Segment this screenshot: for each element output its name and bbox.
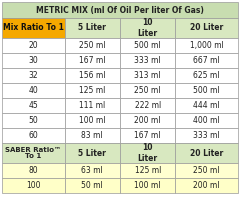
Text: 32: 32 [29, 71, 38, 80]
Bar [2, 18, 65, 38]
Bar [65, 83, 120, 98]
Bar [2, 113, 65, 128]
Text: 100 ml: 100 ml [79, 116, 106, 125]
Bar [65, 68, 120, 83]
Text: SABER Ratio™
To 1: SABER Ratio™ To 1 [5, 147, 61, 160]
Text: 50: 50 [28, 116, 38, 125]
Text: 30: 30 [28, 56, 38, 65]
Text: 10
Liter: 10 Liter [138, 18, 158, 38]
Bar [2, 178, 65, 193]
Text: 444 ml: 444 ml [193, 101, 220, 110]
Text: 200 ml: 200 ml [134, 116, 161, 125]
Bar [65, 143, 120, 163]
Bar [175, 98, 238, 113]
Text: 667 ml: 667 ml [193, 56, 220, 65]
Bar [175, 128, 238, 143]
Bar [65, 113, 120, 128]
Bar [2, 163, 65, 178]
Bar [120, 53, 175, 68]
Text: 167 ml: 167 ml [79, 56, 106, 65]
Bar [120, 163, 175, 178]
Text: 333 ml: 333 ml [134, 56, 161, 65]
Text: 40: 40 [28, 86, 38, 95]
Bar [2, 2, 238, 18]
Bar [175, 38, 238, 53]
Bar [120, 178, 175, 193]
Text: 125 ml: 125 ml [135, 166, 161, 175]
Bar [175, 18, 238, 38]
Text: 80: 80 [29, 166, 38, 175]
Text: 250 ml: 250 ml [193, 166, 220, 175]
Bar [2, 68, 65, 83]
Bar [2, 38, 65, 53]
Text: 250 ml: 250 ml [79, 41, 106, 50]
Bar [175, 163, 238, 178]
Bar [175, 178, 238, 193]
Text: 20: 20 [29, 41, 38, 50]
Text: 100: 100 [26, 181, 41, 190]
Bar [120, 98, 175, 113]
Bar [175, 113, 238, 128]
Bar [65, 178, 120, 193]
Text: 20 Liter: 20 Liter [190, 148, 223, 158]
Text: 400 ml: 400 ml [193, 116, 220, 125]
Bar [175, 68, 238, 83]
Text: 250 ml: 250 ml [134, 86, 161, 95]
Text: 10
Liter: 10 Liter [138, 143, 158, 163]
Text: 111 ml: 111 ml [79, 101, 105, 110]
Bar [2, 83, 65, 98]
Text: 313 ml: 313 ml [134, 71, 161, 80]
Text: 50 ml: 50 ml [81, 181, 103, 190]
Bar [65, 98, 120, 113]
Bar [175, 143, 238, 163]
Bar [65, 128, 120, 143]
Text: 45: 45 [28, 101, 38, 110]
Bar [65, 18, 120, 38]
Text: 5 Liter: 5 Liter [78, 148, 106, 158]
Bar [120, 83, 175, 98]
Text: 1,000 ml: 1,000 ml [190, 41, 224, 50]
Text: Mix Ratio To 1: Mix Ratio To 1 [3, 24, 64, 33]
Text: 156 ml: 156 ml [79, 71, 106, 80]
Text: METRIC MIX (ml Of Oil Per liter Of Gas): METRIC MIX (ml Of Oil Per liter Of Gas) [36, 5, 204, 14]
Bar [2, 98, 65, 113]
Bar [65, 53, 120, 68]
Bar [120, 18, 175, 38]
Bar [120, 38, 175, 53]
Text: 83 ml: 83 ml [81, 131, 103, 140]
Bar [120, 143, 175, 163]
Bar [175, 53, 238, 68]
Bar [2, 143, 65, 163]
Text: 625 ml: 625 ml [193, 71, 220, 80]
Text: 167 ml: 167 ml [134, 131, 161, 140]
Text: 20 Liter: 20 Liter [190, 24, 223, 33]
Bar [2, 53, 65, 68]
Bar [65, 163, 120, 178]
Text: 63 ml: 63 ml [81, 166, 103, 175]
Text: 125 ml: 125 ml [79, 86, 105, 95]
Bar [120, 128, 175, 143]
Bar [65, 38, 120, 53]
Bar [2, 128, 65, 143]
Text: 500 ml: 500 ml [134, 41, 161, 50]
Text: 500 ml: 500 ml [193, 86, 220, 95]
Bar [120, 68, 175, 83]
Text: 222 ml: 222 ml [135, 101, 161, 110]
Bar [175, 83, 238, 98]
Text: 100 ml: 100 ml [134, 181, 161, 190]
Text: 333 ml: 333 ml [193, 131, 220, 140]
Text: 60: 60 [28, 131, 38, 140]
Bar [120, 113, 175, 128]
Text: 200 ml: 200 ml [193, 181, 220, 190]
Text: 5 Liter: 5 Liter [78, 24, 106, 33]
